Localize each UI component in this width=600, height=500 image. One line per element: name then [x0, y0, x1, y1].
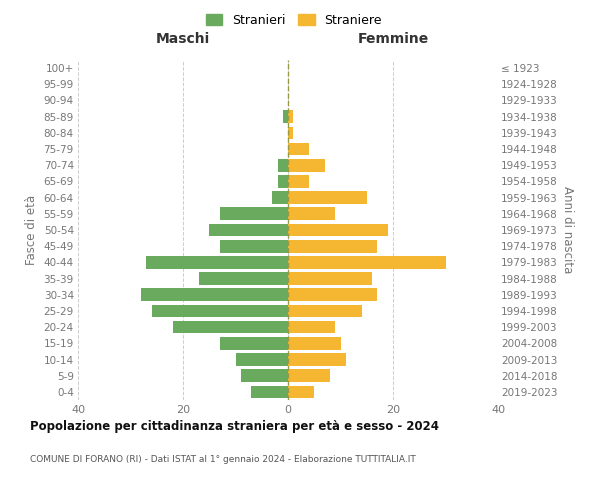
Y-axis label: Fasce di età: Fasce di età — [25, 195, 38, 265]
Bar — [288, 353, 346, 366]
Bar — [277, 175, 288, 188]
Bar — [241, 370, 288, 382]
Bar — [288, 110, 293, 123]
Bar — [288, 272, 372, 285]
Bar — [283, 110, 288, 123]
Bar — [288, 126, 293, 139]
Bar — [220, 240, 288, 252]
Bar — [288, 256, 445, 268]
Bar — [288, 386, 314, 398]
Bar — [288, 142, 309, 156]
Bar — [220, 208, 288, 220]
Bar — [251, 386, 288, 398]
Bar — [141, 288, 288, 301]
Bar — [199, 272, 288, 285]
Bar — [277, 159, 288, 172]
Bar — [288, 321, 335, 334]
Bar — [209, 224, 288, 236]
Bar — [288, 240, 377, 252]
Bar — [235, 353, 288, 366]
Bar — [272, 192, 288, 204]
Bar — [173, 321, 288, 334]
Bar — [151, 304, 288, 318]
Bar — [288, 224, 388, 236]
Bar — [288, 192, 367, 204]
Bar — [288, 159, 325, 172]
Bar — [288, 288, 377, 301]
Bar — [288, 304, 361, 318]
Bar — [220, 337, 288, 349]
Text: COMUNE DI FORANO (RI) - Dati ISTAT al 1° gennaio 2024 - Elaborazione TUTTITALIA.: COMUNE DI FORANO (RI) - Dati ISTAT al 1°… — [30, 455, 416, 464]
Y-axis label: Anni di nascita: Anni di nascita — [561, 186, 574, 274]
Text: Femmine: Femmine — [358, 32, 428, 46]
Bar — [146, 256, 288, 268]
Legend: Stranieri, Straniere: Stranieri, Straniere — [201, 8, 387, 32]
Text: Maschi: Maschi — [156, 32, 210, 46]
Text: Popolazione per cittadinanza straniera per età e sesso - 2024: Popolazione per cittadinanza straniera p… — [30, 420, 439, 433]
Bar — [288, 175, 309, 188]
Bar — [288, 208, 335, 220]
Bar — [288, 370, 330, 382]
Bar — [288, 337, 341, 349]
